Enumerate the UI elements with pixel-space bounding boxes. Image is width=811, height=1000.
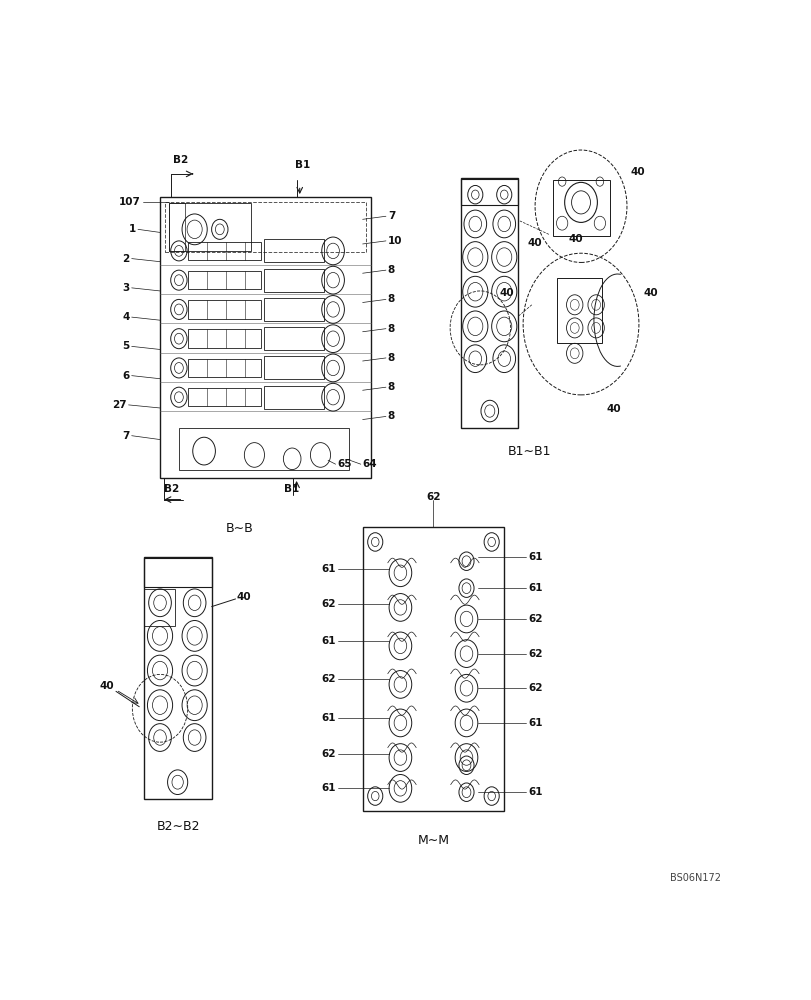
Text: 61: 61 [527,583,542,593]
Text: 62: 62 [527,614,542,624]
Text: 40: 40 [629,167,644,177]
Text: 61: 61 [321,783,336,793]
Text: B1∼B1: B1∼B1 [507,445,551,458]
Bar [363,527,504,811]
Text: 8: 8 [388,265,395,275]
Text: 61: 61 [321,713,336,723]
Text: 8: 8 [388,294,395,304]
Text: 64: 64 [363,459,377,469]
Text: B2: B2 [173,155,187,165]
Bar [461,179,517,205]
Bar [144,589,174,626]
Text: BS06N172: BS06N172 [670,873,720,883]
Bar [264,298,324,321]
Text: 62: 62 [321,599,336,609]
Text: 62: 62 [321,674,336,684]
Bar [169,203,251,251]
Text: 65: 65 [337,459,351,469]
Text: 4: 4 [122,312,130,322]
Text: B1: B1 [295,160,310,170]
Bar [165,202,366,252]
Bar [160,197,371,478]
Text: 40: 40 [527,238,542,248]
Bar [552,180,609,235]
Bar [556,278,602,343]
Text: 3: 3 [122,283,130,293]
Text: 40: 40 [499,288,513,298]
Bar [264,327,324,350]
Bar [188,329,260,348]
Text: 107: 107 [119,197,141,207]
Text: 61: 61 [321,564,336,574]
Text: 61: 61 [321,636,336,646]
Bar [264,269,324,292]
Text: 10: 10 [388,236,401,246]
Text: 8: 8 [388,353,395,363]
Text: 61: 61 [527,718,542,728]
Text: 62: 62 [321,749,336,759]
Bar [188,359,260,377]
Bar [144,557,212,799]
Text: 1: 1 [129,224,136,234]
Bar [264,239,324,262]
Text: 61: 61 [527,552,542,562]
Text: 2: 2 [122,254,130,264]
Bar [461,178,517,428]
Text: B2: B2 [164,484,179,494]
Bar [188,271,260,289]
Text: 62: 62 [426,492,440,502]
Text: 40: 40 [643,288,658,298]
Text: 5: 5 [122,341,130,351]
Bar [188,242,260,260]
Text: B2∼B2: B2∼B2 [157,820,200,833]
Text: 62: 62 [527,649,542,659]
Bar [264,356,324,379]
Text: 8: 8 [388,324,395,334]
Text: 40: 40 [237,592,251,602]
Bar [188,300,260,319]
Bar [178,428,349,470]
Text: 7: 7 [122,431,130,441]
Text: 8: 8 [388,382,395,392]
Text: 8: 8 [388,411,395,421]
Text: M∼M: M∼M [417,834,449,847]
Text: 61: 61 [527,787,542,797]
Bar [144,558,212,587]
Text: B∼B: B∼B [225,522,254,535]
Text: 6: 6 [122,371,130,381]
Text: B1: B1 [284,484,299,494]
Text: 62: 62 [527,683,542,693]
Text: 27: 27 [112,400,127,410]
Text: 7: 7 [388,211,395,221]
Bar [188,388,260,406]
Text: 40: 40 [568,234,582,244]
Bar [264,386,324,409]
Text: 40: 40 [606,404,620,414]
Bar [169,203,185,251]
Text: 40: 40 [99,681,114,691]
